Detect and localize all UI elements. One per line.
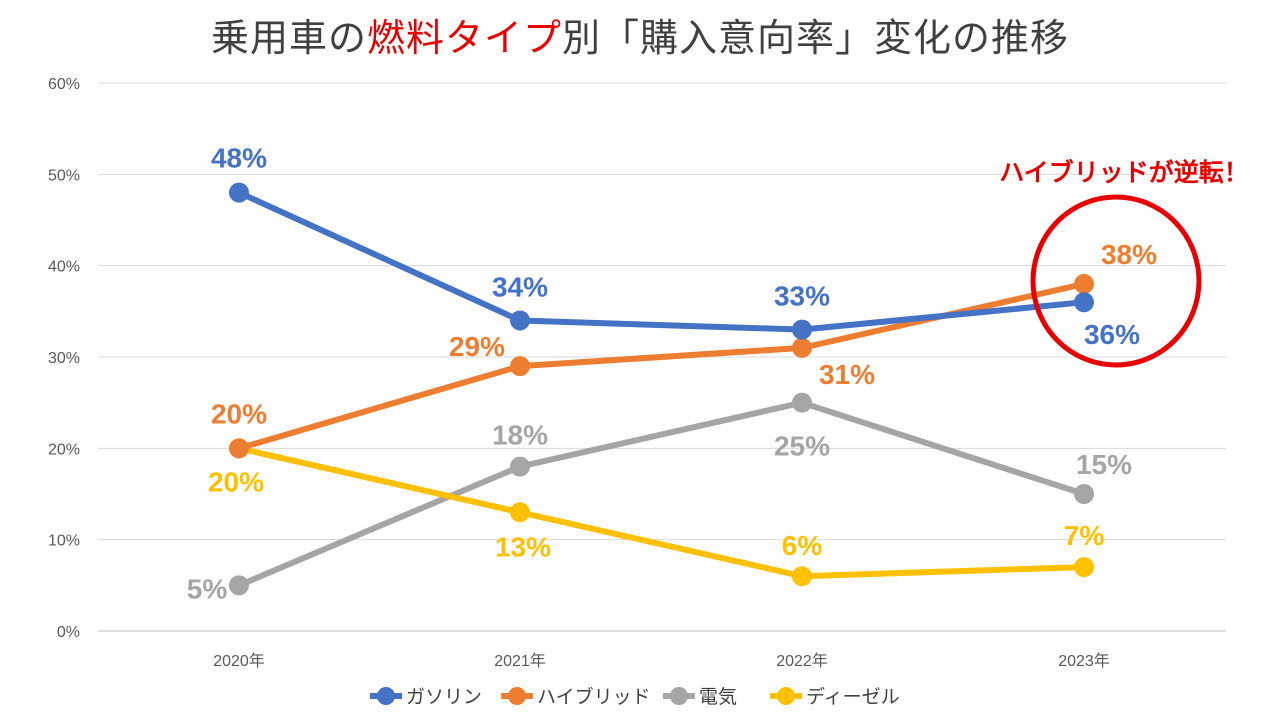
y-tick-label: 30% bbox=[48, 350, 80, 367]
data-point bbox=[510, 356, 530, 377]
series-lines bbox=[236, 189, 1087, 589]
legend-marker bbox=[777, 687, 795, 705]
data-point bbox=[792, 392, 812, 413]
title-part2: 別「購入意向率」変化の推移 bbox=[562, 16, 1070, 60]
series-line-0 bbox=[236, 189, 1087, 333]
data-point bbox=[1074, 557, 1094, 578]
data-label: 5% bbox=[187, 573, 228, 604]
y-axis-ticks: 0% 10% 20% 30% 40% 50% 60% bbox=[48, 76, 80, 641]
y-tick-label: 40% bbox=[48, 259, 80, 276]
data-point bbox=[792, 319, 812, 340]
x-tick-label: 2022年 bbox=[776, 652, 828, 670]
data-label: 25% bbox=[774, 431, 830, 462]
title-highlight: 燃料タイプ bbox=[366, 16, 562, 60]
data-label: 48% bbox=[211, 143, 267, 174]
legend-label: ハイブリッド bbox=[537, 685, 651, 708]
series-line-3 bbox=[236, 445, 1087, 580]
data-label: 38% bbox=[1101, 239, 1157, 270]
data-point bbox=[229, 182, 249, 203]
x-axis-ticks: 2020年 2021年 2022年 2023年 bbox=[213, 652, 1110, 670]
legend-label: 電気 bbox=[699, 686, 737, 708]
data-label: 29% bbox=[449, 331, 505, 362]
series-line-2 bbox=[236, 399, 1087, 589]
series-points bbox=[229, 182, 1094, 596]
highlight-circle bbox=[1030, 194, 1202, 368]
legend-label: ガソリン bbox=[406, 686, 482, 708]
legend-marker bbox=[670, 687, 688, 705]
data-point bbox=[510, 502, 530, 523]
data-point bbox=[229, 438, 249, 459]
data-label: 36% bbox=[1084, 319, 1140, 350]
data-label: 18% bbox=[492, 420, 548, 451]
data-label: 13% bbox=[495, 531, 551, 562]
legend: ガソリン ハイブリッド 電気 ディーゼル bbox=[370, 685, 900, 708]
legend-marker bbox=[508, 687, 526, 705]
x-tick-label: 2023年 bbox=[1058, 652, 1110, 670]
annotation-text: ハイブリッドが逆転！ bbox=[999, 158, 1249, 187]
title-part1: 乗用車の bbox=[210, 16, 367, 60]
chart-title: 乗用車の燃料タイプ別「購入意向率」変化の推移 bbox=[0, 8, 1280, 68]
data-label: 15% bbox=[1076, 449, 1132, 480]
data-label: 7% bbox=[1064, 520, 1105, 551]
y-tick-label: 60% bbox=[48, 76, 80, 93]
x-tick-label: 2021年 bbox=[494, 652, 546, 670]
data-label: 33% bbox=[774, 281, 830, 312]
y-tick-label: 20% bbox=[48, 441, 80, 458]
data-point bbox=[1074, 292, 1094, 313]
data-point bbox=[792, 566, 812, 587]
legend-marker bbox=[377, 687, 395, 705]
data-label: 31% bbox=[819, 359, 875, 390]
data-label: 20% bbox=[211, 398, 267, 429]
data-point bbox=[1074, 484, 1094, 504]
data-label: 34% bbox=[492, 271, 548, 302]
data-point bbox=[229, 575, 249, 596]
y-tick-label: 10% bbox=[48, 533, 80, 550]
data-point bbox=[1074, 273, 1094, 294]
legend-label: ディーゼル bbox=[806, 686, 900, 708]
x-tick-label: 2020年 bbox=[213, 652, 265, 670]
data-labels: 48% 34% 33% 36% 20% 29% 31% 38% 5% 18% 25% 15% 20% 13… bbox=[187, 143, 1157, 605]
data-point bbox=[510, 456, 530, 477]
y-tick-label: 50% bbox=[48, 167, 80, 184]
y-tick-label: 0% bbox=[57, 624, 80, 641]
data-point bbox=[510, 310, 530, 331]
data-label: 6% bbox=[782, 530, 823, 561]
series-line-1 bbox=[236, 280, 1087, 452]
data-label: 20% bbox=[208, 466, 264, 497]
data-point bbox=[792, 337, 812, 358]
